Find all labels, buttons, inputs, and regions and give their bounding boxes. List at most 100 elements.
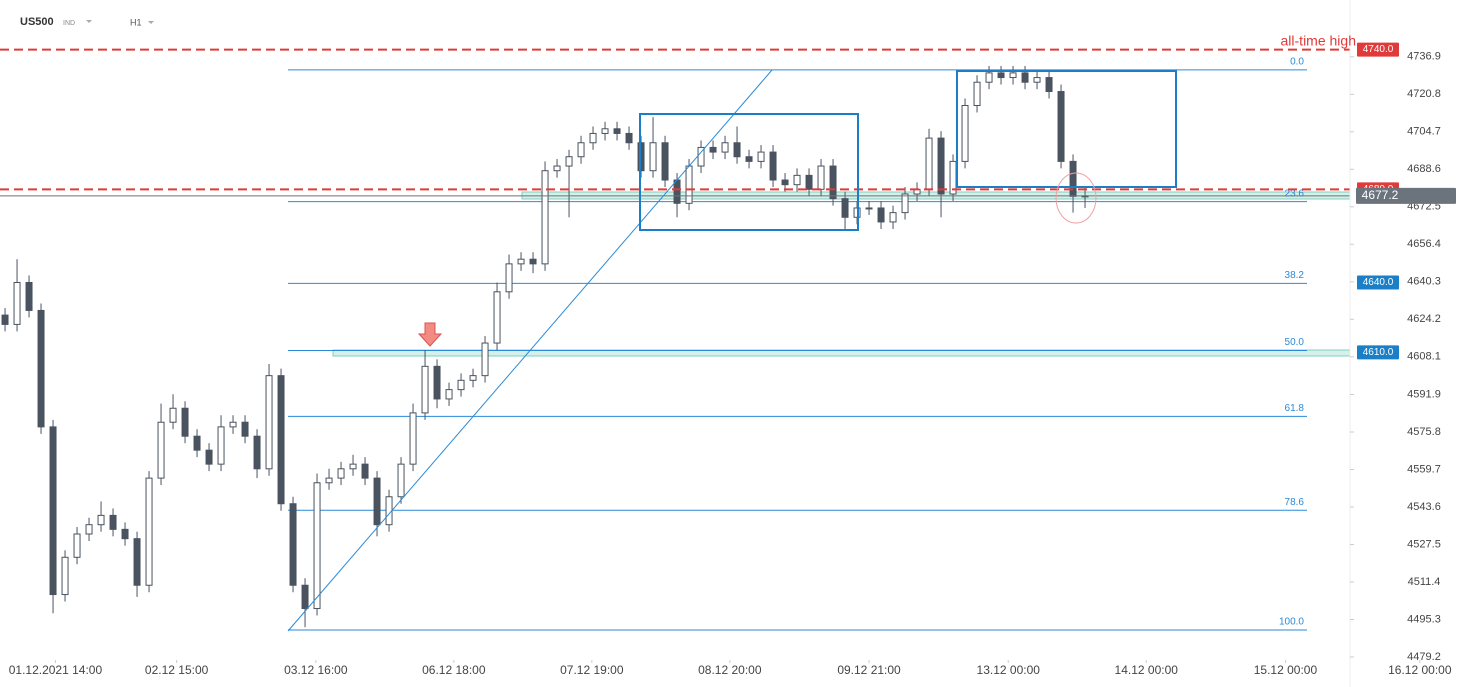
x-tick-label: 06.12 18:00 bbox=[422, 663, 486, 677]
range-box bbox=[639, 113, 859, 231]
candle-body bbox=[997, 72, 1005, 79]
candle-body bbox=[577, 142, 585, 158]
symbol[interactable]: US500 bbox=[20, 16, 54, 28]
candle-body bbox=[73, 533, 81, 558]
candle-body bbox=[709, 146, 717, 153]
candle-body bbox=[565, 156, 573, 167]
candle-body bbox=[277, 375, 285, 505]
candle-body bbox=[973, 81, 981, 106]
candle-body bbox=[769, 151, 777, 181]
candle-body bbox=[1057, 91, 1065, 162]
candle-body bbox=[181, 407, 189, 437]
y-tick-label: 4736.9 bbox=[1407, 51, 1441, 63]
candle-body bbox=[289, 503, 297, 586]
fib-label: 50.0 bbox=[1285, 337, 1305, 348]
candle-body bbox=[649, 142, 657, 172]
price-tag-label: 4677.2 bbox=[1362, 188, 1399, 202]
y-tick-label: 4640.3 bbox=[1407, 276, 1441, 288]
price-tag-label: 4740.0 bbox=[1363, 44, 1394, 55]
candle-body bbox=[685, 165, 693, 204]
candle-body bbox=[109, 514, 117, 530]
candle-body bbox=[661, 142, 669, 181]
candle-body bbox=[1045, 77, 1053, 93]
candle-body bbox=[349, 463, 357, 470]
y-tick-label: 4656.4 bbox=[1407, 238, 1441, 250]
candle-body bbox=[1021, 72, 1029, 83]
candle-body bbox=[97, 514, 105, 526]
candle-body bbox=[253, 435, 261, 470]
candle-body bbox=[841, 198, 849, 218]
y-tick-label: 4527.5 bbox=[1407, 538, 1441, 550]
candle-body bbox=[373, 477, 381, 526]
candle-body bbox=[1, 314, 9, 325]
trend-line bbox=[287, 69, 773, 632]
candle-body bbox=[313, 482, 321, 610]
candle-body bbox=[493, 291, 501, 344]
candle-body bbox=[469, 375, 477, 381]
candle-body bbox=[625, 132, 633, 144]
y-tick-label: 4495.3 bbox=[1407, 613, 1441, 625]
candle-body bbox=[889, 212, 897, 223]
candle-body bbox=[865, 207, 873, 210]
candle-body bbox=[745, 156, 753, 162]
fib-label: 0.0 bbox=[1290, 57, 1304, 68]
x-tick-label: 16.12 00:00 bbox=[1388, 663, 1452, 677]
candle-body bbox=[505, 263, 513, 293]
price-tag bbox=[1357, 275, 1399, 290]
candle-body bbox=[337, 468, 345, 479]
dropdown-icon[interactable] bbox=[86, 20, 92, 23]
timeframe[interactable]: H1 bbox=[130, 17, 142, 27]
y-tick-label: 4704.7 bbox=[1407, 126, 1441, 138]
candle-body bbox=[325, 477, 333, 484]
candle-body bbox=[961, 104, 969, 162]
candle-body bbox=[817, 165, 825, 190]
candle-body bbox=[793, 174, 801, 186]
y-tick-label: 4591.9 bbox=[1407, 388, 1441, 400]
candle-body bbox=[937, 137, 945, 195]
candle-body bbox=[1033, 77, 1041, 83]
candle-body bbox=[601, 128, 609, 134]
price-tag bbox=[1357, 42, 1399, 57]
arrow bbox=[417, 322, 443, 347]
candle-body bbox=[421, 365, 429, 414]
candle-body bbox=[613, 128, 621, 134]
candle-body bbox=[517, 258, 525, 265]
candle-body bbox=[481, 342, 489, 377]
candle-body bbox=[145, 477, 153, 586]
candle-body bbox=[409, 412, 417, 465]
candle-body bbox=[193, 435, 201, 451]
candle-body bbox=[901, 193, 909, 214]
dropdown-icon[interactable] bbox=[148, 21, 154, 24]
candle-body bbox=[985, 72, 993, 83]
candle-body bbox=[37, 309, 45, 428]
x-tick-label: 15.12 00:00 bbox=[1254, 663, 1318, 677]
candle-body bbox=[925, 137, 933, 190]
fib-label: 61.8 bbox=[1285, 403, 1305, 414]
candle-body bbox=[553, 165, 561, 172]
candle-body bbox=[637, 142, 645, 172]
x-tick-label: 02.12 15:00 bbox=[145, 663, 209, 677]
candle-body bbox=[697, 146, 705, 167]
candle-body bbox=[49, 426, 57, 596]
x-tick-label: 03.12 16:00 bbox=[284, 663, 348, 677]
y-tick-label: 4720.8 bbox=[1407, 88, 1441, 100]
candle-body bbox=[433, 365, 441, 400]
candle-body bbox=[229, 421, 237, 428]
x-tick-label: 13.12 00:00 bbox=[977, 663, 1041, 677]
candle-body bbox=[13, 281, 21, 325]
fib-label: 38.2 bbox=[1285, 270, 1305, 281]
candle-body bbox=[361, 463, 369, 479]
candle-body bbox=[805, 174, 813, 190]
candle-body bbox=[169, 407, 177, 423]
x-tick-label: 14.12 00:00 bbox=[1115, 663, 1179, 677]
price-tag-label: 4640.0 bbox=[1363, 277, 1394, 288]
annotation: all-time high bbox=[1281, 33, 1356, 49]
candle-body bbox=[133, 538, 141, 586]
price-tag bbox=[1357, 345, 1399, 360]
y-tick-label: 4479.2 bbox=[1407, 651, 1441, 663]
candle-body bbox=[241, 421, 249, 437]
candle-body bbox=[757, 151, 765, 162]
fib-label: 23.6 bbox=[1285, 188, 1305, 199]
